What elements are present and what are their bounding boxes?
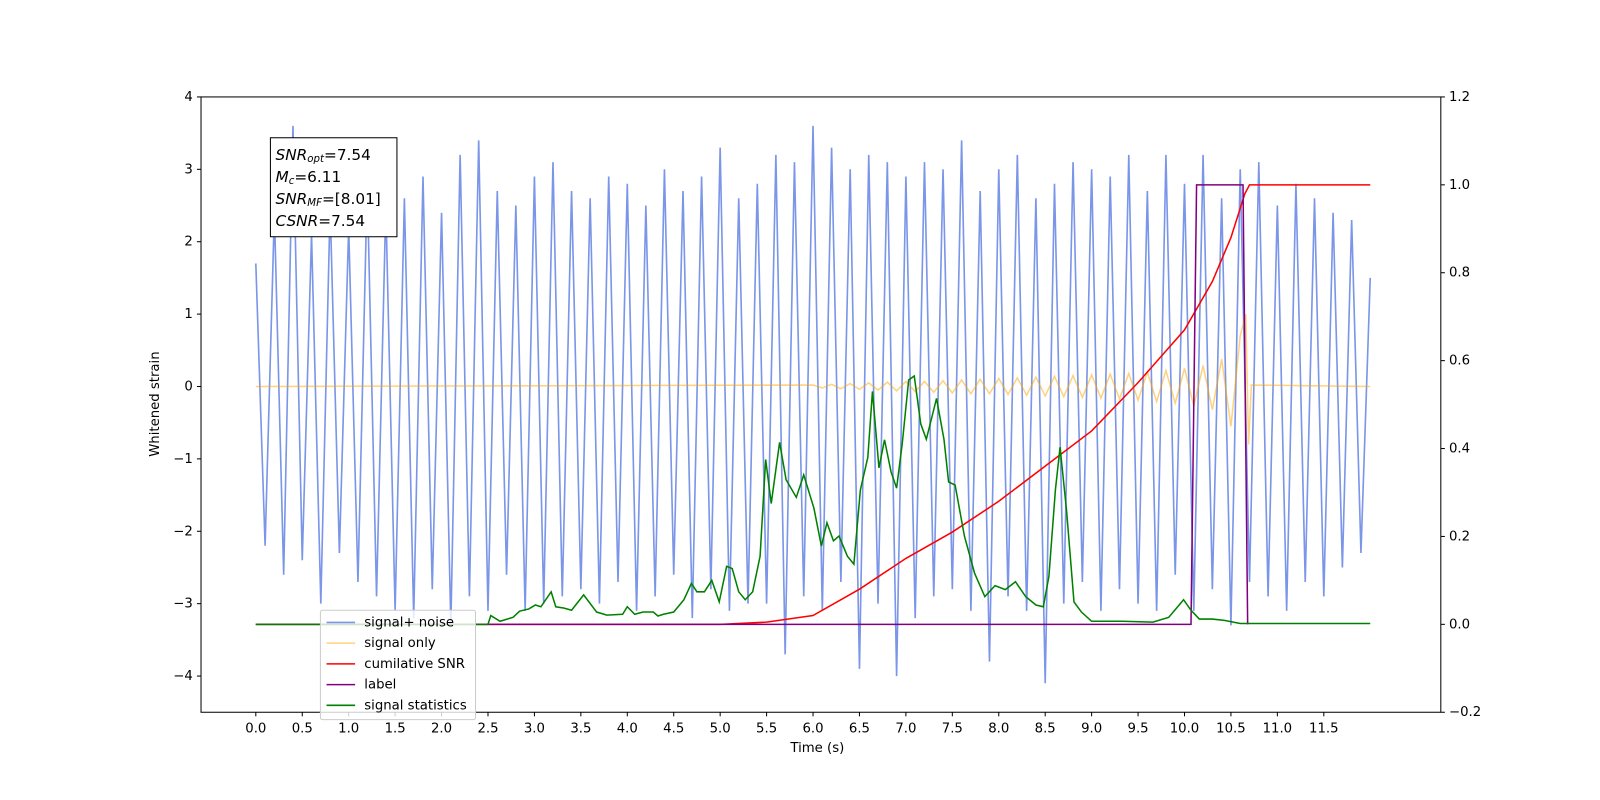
annotation-value: =7.54 — [324, 146, 371, 164]
x-tick-label: 2.0 — [431, 722, 452, 737]
legend-label: signal only — [364, 636, 436, 651]
x-tick-label: 11.0 — [1263, 722, 1293, 737]
x-tick-label: 5.0 — [710, 722, 731, 737]
x-tick-label: 11.5 — [1309, 722, 1339, 737]
x-axis-title: Time (s) — [789, 741, 844, 756]
annotation-line: SNRopt=7.54 — [276, 146, 371, 166]
y-axis-title: Whitened strain — [148, 351, 163, 456]
y-tick-label: −3 — [173, 597, 193, 612]
y-tick-label: 1 — [184, 307, 192, 322]
axes-frame — [200, 96, 1442, 713]
x-tick-label: 1.5 — [385, 722, 406, 737]
legend-box — [319, 609, 477, 721]
x-tick-label: 10.5 — [1216, 722, 1246, 737]
x-tick-label: 7.0 — [895, 722, 916, 737]
y2-tick-label: 0.4 — [1449, 442, 1470, 457]
x-tick-label: 0.5 — [292, 722, 313, 737]
x-tick-label: 2.5 — [477, 722, 498, 737]
x-tick-label: 8.0 — [988, 722, 1009, 737]
x-tick-label: 1.0 — [338, 722, 359, 737]
legend-label: signal statistics — [364, 698, 467, 713]
y-tick-label: 2 — [184, 235, 192, 250]
annotation-symbol: M — [276, 168, 289, 186]
y-tick-label: −4 — [173, 669, 193, 684]
x-tick-label: 4.5 — [663, 722, 684, 737]
x-tick-label: 10.0 — [1170, 722, 1200, 737]
annotation-symbol: SNR — [276, 189, 308, 207]
y-tick-label: −2 — [173, 524, 193, 539]
series-line — [255, 313, 1371, 445]
legend-label: cumilative SNR — [364, 657, 465, 672]
y-tick-label: 3 — [184, 162, 192, 177]
annotation-box — [269, 137, 398, 238]
series-line — [255, 374, 1371, 626]
annotation-line: SNRMF=[8.01] — [276, 189, 381, 209]
x-tick-label: 0.0 — [245, 722, 266, 737]
annotation-symbol: CSNR — [276, 211, 319, 229]
annotation-value: =7.54 — [318, 211, 365, 229]
series-line — [255, 184, 1371, 626]
x-tick-label: 6.5 — [849, 722, 870, 737]
series-line — [255, 125, 1372, 684]
annotation-value: =6.11 — [294, 168, 341, 186]
x-tick-label: 4.0 — [617, 722, 638, 737]
x-tick-label: 8.5 — [1035, 722, 1056, 737]
y-tick-label: 0 — [184, 379, 192, 394]
y2-tick-label: 1.0 — [1449, 178, 1470, 193]
series-line — [255, 184, 1249, 626]
y2-tick-label: 0.0 — [1449, 617, 1470, 632]
x-tick-label: 9.0 — [1081, 722, 1102, 737]
legend-label: signal+ noise — [364, 615, 454, 630]
annotation-subscript: c — [289, 176, 295, 187]
y2-tick-label: 0.8 — [1449, 266, 1470, 281]
annotation-value: =[8.01] — [322, 189, 381, 207]
y2-tick-label: 0.2 — [1449, 529, 1470, 544]
y2-tick-label: 1.2 — [1449, 90, 1470, 105]
annotation-line: Mc=6.11 — [276, 168, 342, 188]
y-tick-label: 4 — [184, 90, 192, 105]
x-tick-label: 3.5 — [570, 722, 591, 737]
x-tick-label: 7.5 — [942, 722, 963, 737]
annotation-symbol: SNR — [276, 146, 308, 164]
x-tick-label: 3.0 — [524, 722, 545, 737]
legend-label: label — [364, 678, 396, 693]
x-tick-label: 6.0 — [802, 722, 823, 737]
annotation-subscript: MF — [307, 198, 322, 209]
x-tick-label: 9.5 — [1128, 722, 1149, 737]
annotation-subscript: opt — [307, 154, 325, 165]
y-tick-label: −1 — [173, 452, 193, 467]
y2-tick-label: −0.2 — [1449, 705, 1481, 720]
annotation-line: CSNR=7.54 — [276, 211, 366, 229]
x-tick-label: 5.5 — [756, 722, 777, 737]
y2-tick-label: 0.6 — [1449, 354, 1470, 369]
